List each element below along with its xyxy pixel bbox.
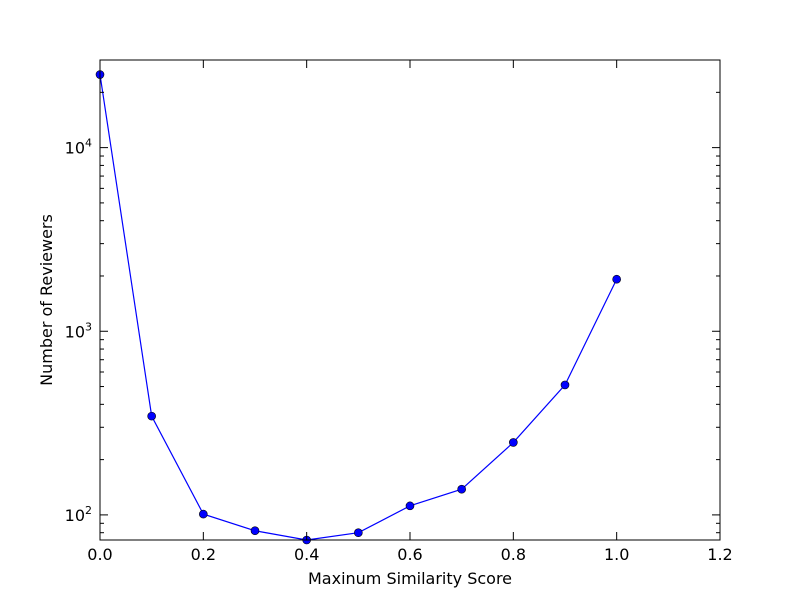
data-point bbox=[147, 411, 156, 421]
plot-frame bbox=[99, 59, 721, 541]
y-tick-label: 104 bbox=[65, 137, 92, 158]
y-tick-label: 103 bbox=[65, 320, 92, 341]
x-tick-label: 1.2 bbox=[707, 545, 732, 564]
plot-area bbox=[100, 60, 720, 540]
data-point bbox=[509, 438, 518, 447]
ticks-layer: 0.0 0.2 0.4 0.6 0.8 1.0 1.2 102 103 104 bbox=[65, 59, 733, 564]
series-layer bbox=[95, 70, 621, 545]
data-point bbox=[199, 509, 208, 519]
y-axis-label: Number of Reviewers bbox=[37, 214, 56, 386]
x-tick-label: 0.2 bbox=[191, 545, 216, 564]
data-point bbox=[612, 274, 621, 284]
data-point bbox=[250, 526, 260, 536]
x-axis-label: Maxinum Similarity Score bbox=[308, 569, 512, 588]
data-point bbox=[405, 501, 415, 511]
x-tick-label: 0.4 bbox=[294, 545, 319, 564]
x-tick-label: 0.8 bbox=[501, 545, 526, 564]
y-tick-label: 102 bbox=[65, 504, 92, 525]
data-point bbox=[560, 380, 570, 390]
data-point bbox=[457, 484, 466, 494]
plot-border bbox=[99, 59, 721, 541]
data-point bbox=[354, 528, 363, 537]
plot-background bbox=[100, 60, 720, 540]
x-tick-label: 1.0 bbox=[604, 545, 629, 564]
x-tick-label: 0.0 bbox=[87, 545, 112, 564]
x-tick-label: 0.6 bbox=[397, 545, 422, 564]
